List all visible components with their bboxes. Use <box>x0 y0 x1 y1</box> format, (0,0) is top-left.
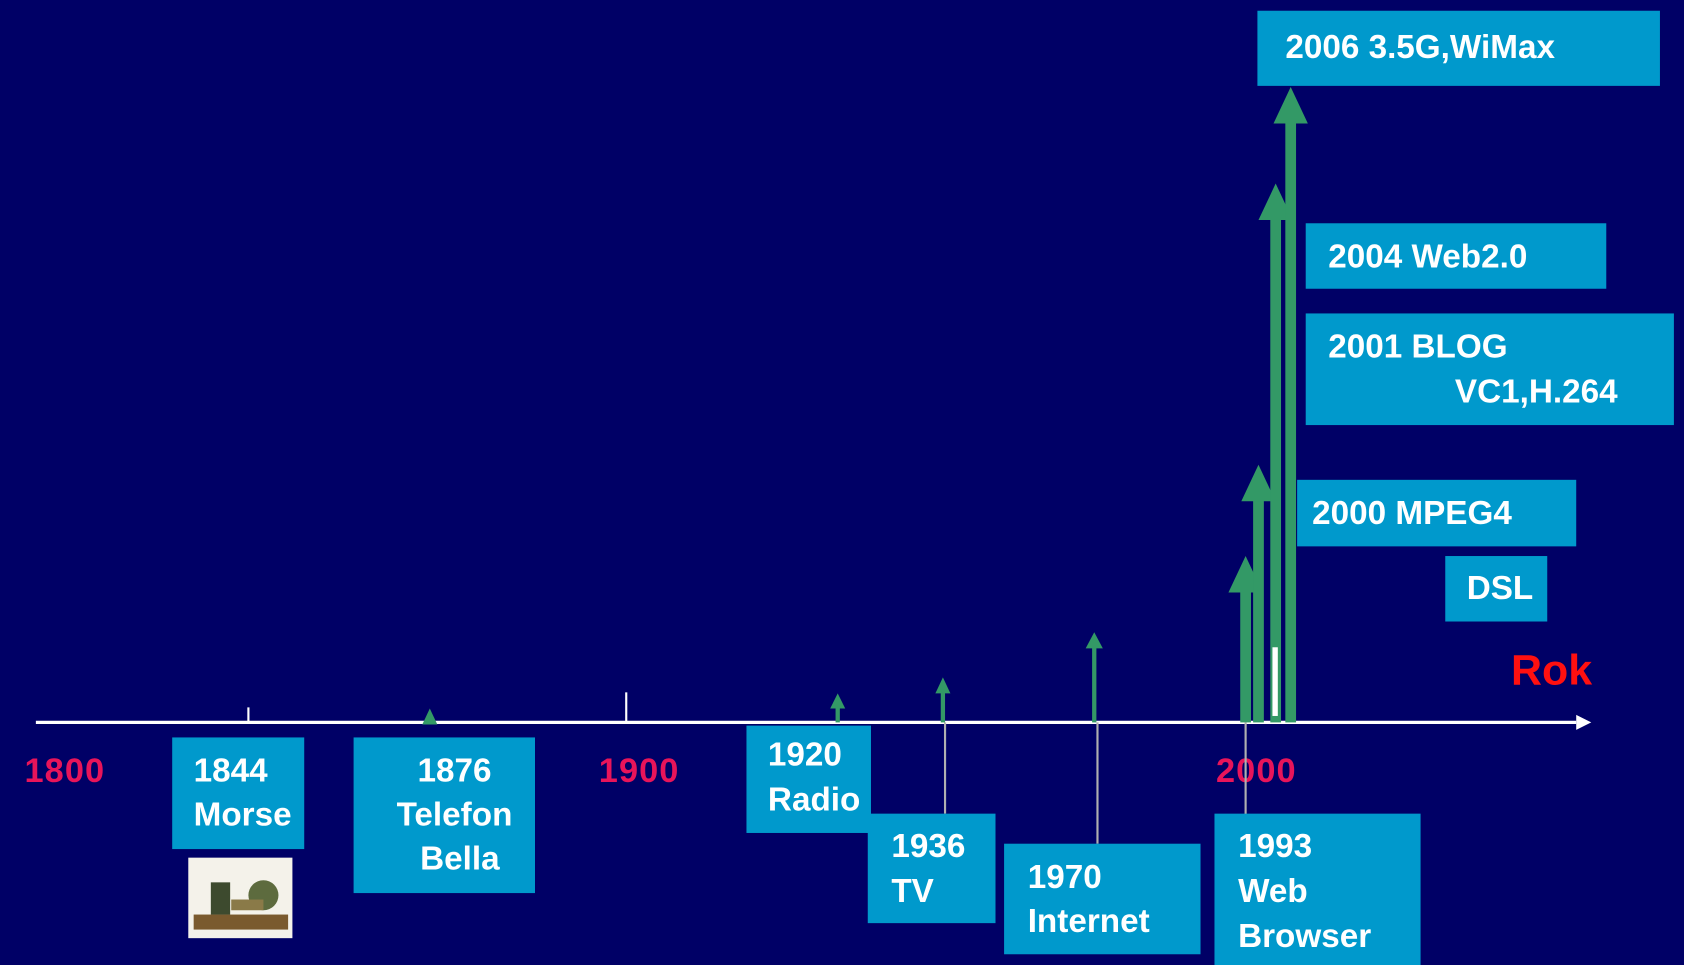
event-box: 2006 3.5G,WiMax <box>1257 10 1660 86</box>
year-label: 2000 <box>1216 752 1297 790</box>
event-box: 2004 Web2.0 <box>1305 223 1607 289</box>
event-text: 1920 <box>768 737 842 774</box>
event-text: 2001 BLOG <box>1328 329 1507 366</box>
event-text: Browser <box>1238 918 1371 955</box>
event-box: 1844 Morse <box>172 737 305 850</box>
event-arrow <box>1258 183 1293 723</box>
event-box: 2001 BLOG VC1,H.264 <box>1305 313 1674 426</box>
event-arrow <box>1241 464 1276 723</box>
year-label: 1900 <box>599 752 680 790</box>
event-text: Morse <box>194 797 292 834</box>
event-text: DSL <box>1467 570 1534 607</box>
event-text: Web <box>1238 873 1308 910</box>
event-box: 1876 Telefon Bella <box>353 737 536 894</box>
event-text: 1936 <box>891 828 965 865</box>
event-text: 1970 <box>1028 859 1102 896</box>
axis-unit: Rok <box>1511 646 1592 694</box>
event-arrow <box>1085 632 1103 723</box>
telegraph-picture <box>188 857 293 939</box>
event-box: 1920 Radio <box>746 725 871 833</box>
axis-arrowhead <box>1576 714 1592 730</box>
event-arrow <box>935 677 951 723</box>
event-box: DSL <box>1445 556 1548 622</box>
event-text: Bella <box>420 841 500 878</box>
event-text: TV <box>891 873 934 910</box>
event-text: VC1,H.264 <box>1455 374 1618 411</box>
event-box: 1993 Web Browser <box>1214 813 1421 965</box>
event-text: 2006 3.5G,WiMax <box>1285 29 1555 66</box>
event-arrow <box>422 708 438 725</box>
event-text: Telefon <box>397 797 513 834</box>
event-arrow <box>830 693 846 723</box>
event-text: 2000 MPEG4 <box>1312 495 1512 532</box>
event-text: 1876 <box>417 753 491 790</box>
event-box: 1936 TV <box>867 813 996 924</box>
event-text: 2004 Web2.0 <box>1328 238 1527 275</box>
event-text: 1993 <box>1238 828 1312 865</box>
event-box: 2000 MPEG4 <box>1297 479 1577 547</box>
event-arrow <box>1273 86 1308 723</box>
event-box: 1970 Internet <box>1004 843 1201 955</box>
marker-bar <box>1272 647 1278 716</box>
event-text: Radio <box>768 782 860 819</box>
year-label: 1800 <box>25 752 106 790</box>
event-text: Internet <box>1028 903 1150 940</box>
event-text: 1844 <box>194 753 269 790</box>
